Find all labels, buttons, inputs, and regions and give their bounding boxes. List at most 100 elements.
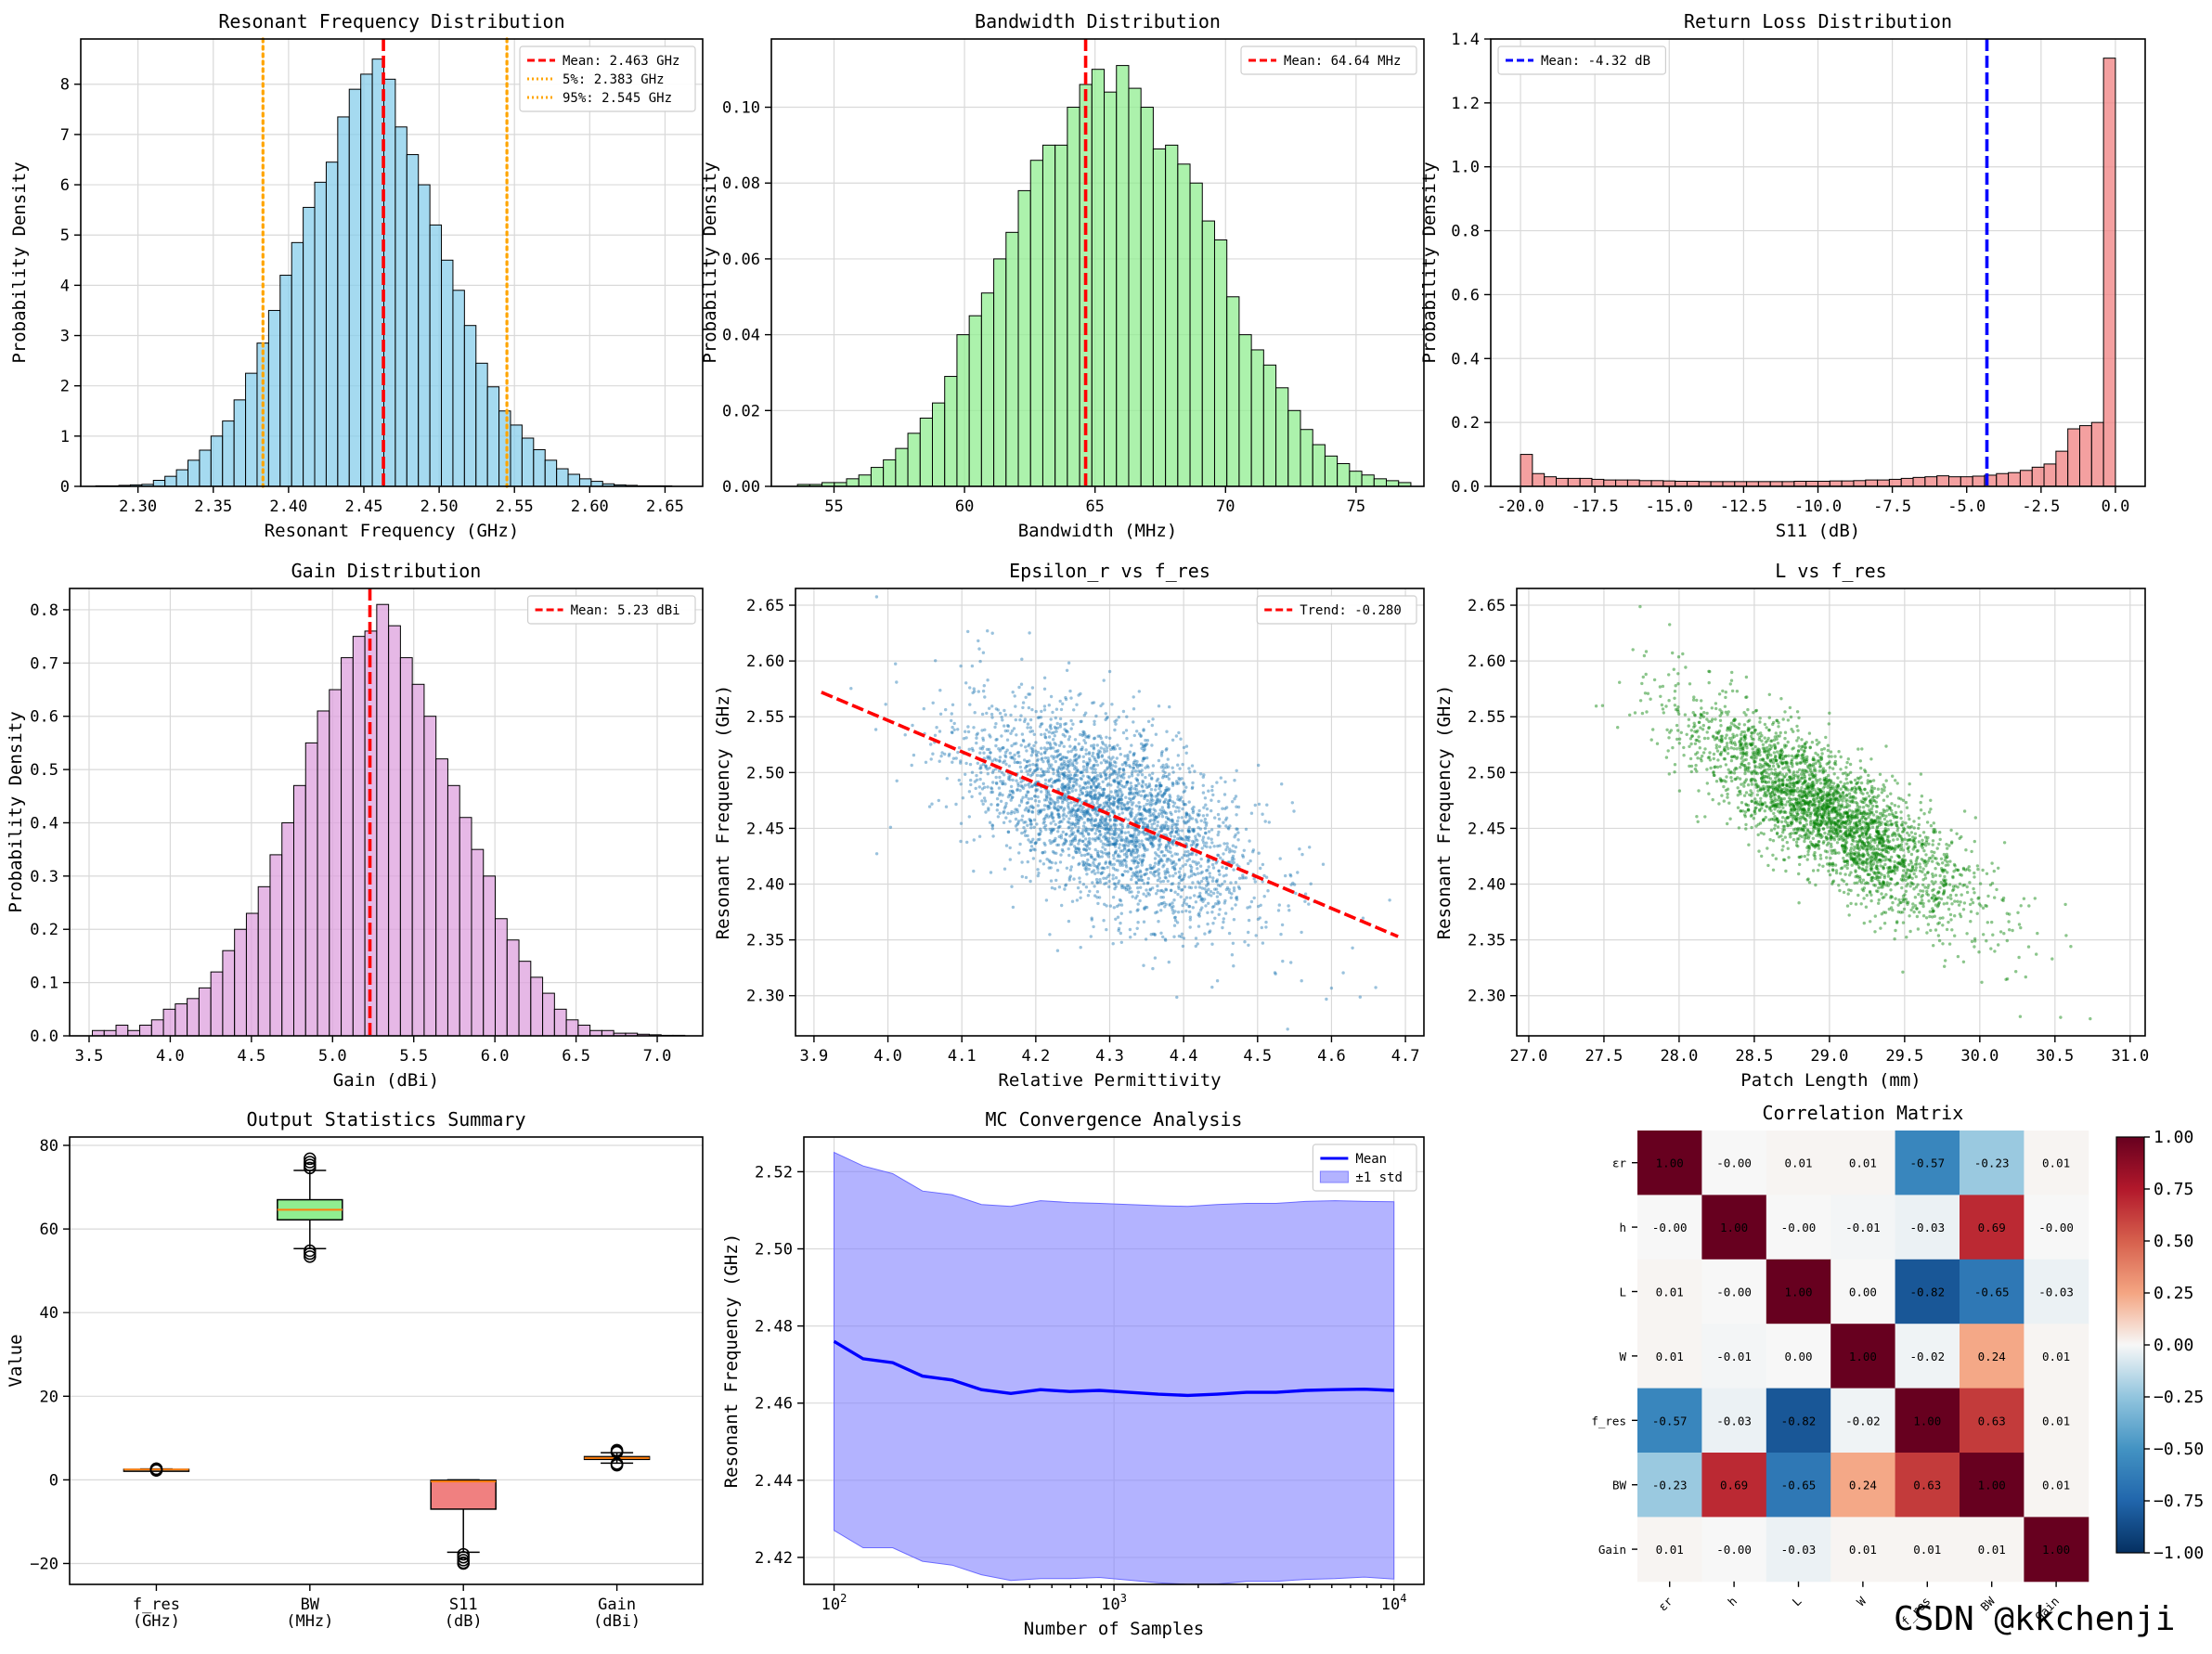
eps-point [1078, 861, 1081, 865]
eps-point [1180, 829, 1184, 833]
eps-point [1077, 842, 1080, 846]
eps-point [1061, 799, 1065, 803]
eps-point [1105, 735, 1108, 739]
eps-point [1015, 787, 1019, 791]
gain-bar [530, 976, 544, 1037]
eps-point [1140, 839, 1144, 843]
eps-point [1105, 904, 1108, 908]
eps-point [1108, 840, 1112, 844]
eps-point [1163, 905, 1167, 909]
eps-point [1137, 782, 1141, 785]
eps-point [1112, 760, 1117, 764]
eps-point [1096, 867, 1100, 871]
eps-point [1028, 805, 1032, 809]
eps-point [980, 799, 984, 803]
eps-point [1150, 835, 1155, 839]
s11-bar [1675, 480, 1688, 487]
eps-point [1294, 891, 1298, 896]
s11-bar [1888, 478, 1902, 487]
eps-point [1078, 850, 1081, 855]
eps-point [1218, 908, 1222, 911]
eps-point [1149, 933, 1154, 937]
length-point [1821, 864, 1825, 868]
freq-bar [303, 206, 316, 487]
eps-point [1035, 759, 1040, 763]
eps-point [1048, 839, 1052, 843]
eps-point [1116, 807, 1120, 810]
eps-point [1046, 767, 1051, 770]
eps-point [938, 712, 943, 716]
eps-point [1119, 859, 1124, 863]
length-point [1904, 800, 1908, 805]
eps-point [1158, 845, 1161, 849]
eps-point [1091, 701, 1094, 705]
eps-point [1149, 819, 1153, 822]
eps-point [1116, 868, 1119, 872]
eps-point [950, 712, 953, 716]
eps-point [1075, 813, 1079, 817]
eps-point [1025, 806, 1028, 810]
bw-frame [770, 38, 1425, 487]
eps-point [1111, 808, 1116, 812]
eps-point [994, 758, 999, 762]
eps-point [1103, 787, 1106, 792]
eps-point [1098, 734, 1102, 738]
eps-point [1017, 755, 1021, 758]
eps-point [1130, 774, 1134, 778]
length-point [1912, 820, 1916, 823]
eps-point [1039, 722, 1043, 726]
eps-point [1079, 719, 1082, 724]
gain-tick-label-y: 0.8 [30, 601, 58, 620]
length-point [1901, 873, 1905, 877]
eps-point [1143, 795, 1147, 798]
eps-point [1153, 932, 1157, 937]
eps-point [1117, 716, 1121, 719]
eps-point [1046, 756, 1050, 760]
eps-point [1086, 832, 1091, 835]
eps-point [1107, 669, 1112, 674]
eps-point [1158, 880, 1163, 884]
eps-point [1118, 855, 1122, 859]
eps-point [1020, 814, 1025, 818]
freq-tick-label-x: 2.65 [646, 497, 684, 516]
eps-point [1216, 853, 1221, 858]
eps-point [1222, 901, 1227, 905]
eps-point [1061, 830, 1066, 834]
eps-point [1111, 842, 1115, 846]
eps-point [1024, 795, 1028, 799]
length-point [1673, 696, 1676, 700]
eps-point [1049, 821, 1053, 825]
eps-point [1141, 859, 1145, 862]
eps-point [1210, 879, 1215, 883]
eps-point [1224, 806, 1229, 809]
eps-point [1078, 797, 1082, 801]
length-point [1873, 840, 1877, 845]
length-point [1689, 769, 1694, 774]
eps-point [986, 629, 990, 633]
eps-point [1000, 734, 1003, 738]
eps-point [1056, 830, 1060, 833]
eps-point [1134, 870, 1139, 873]
eps-point [1113, 882, 1118, 886]
eps-point [1138, 831, 1142, 834]
eps-point [1162, 791, 1167, 795]
length-point [1796, 749, 1801, 754]
eps-point [1155, 869, 1159, 873]
eps-point [1202, 773, 1206, 777]
s11-bar [1532, 472, 1546, 487]
eps-tick-label-x: 4.0 [873, 1047, 902, 1066]
eps-point [1069, 822, 1074, 827]
eps-point [1136, 839, 1141, 843]
eps-point [1176, 797, 1180, 801]
length-point [1828, 872, 1832, 877]
eps-point [1127, 818, 1131, 821]
eps-point [1104, 817, 1108, 821]
eps-point [1150, 822, 1154, 826]
eps-point [1036, 766, 1040, 770]
eps-point [1141, 826, 1145, 830]
eps-point [1017, 685, 1021, 690]
eps-point [1039, 774, 1042, 778]
eps-point [1102, 747, 1106, 751]
bw-bar [1029, 160, 1043, 487]
